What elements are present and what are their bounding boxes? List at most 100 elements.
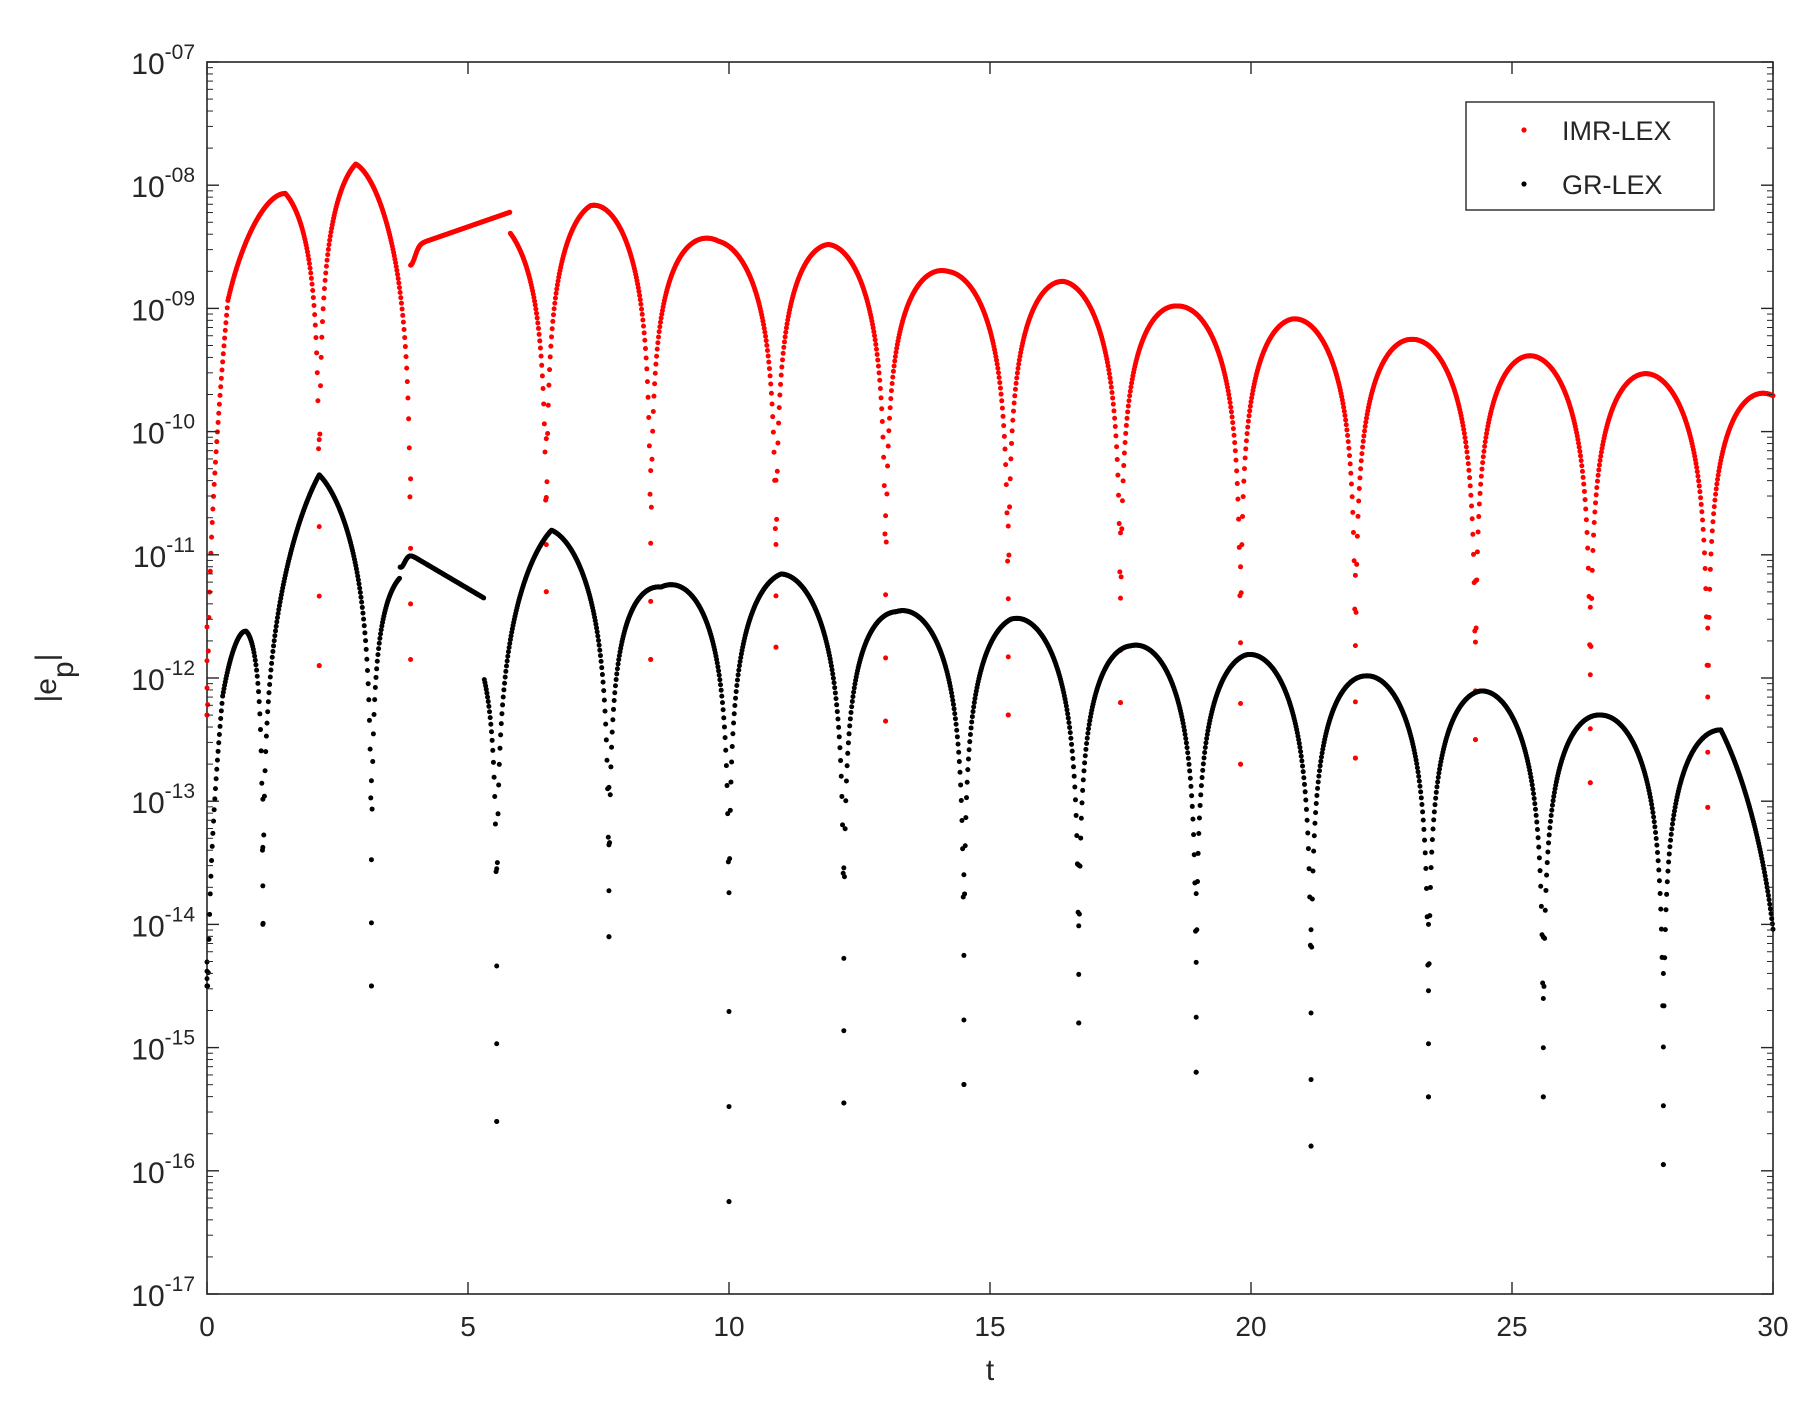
point-imr-lex — [218, 384, 223, 389]
point-gr-lex — [850, 694, 855, 699]
point-imr-lex — [783, 334, 788, 339]
point-gr-lex — [1535, 827, 1540, 832]
point-imr-lex — [1469, 503, 1474, 508]
point-gr-lex — [1669, 832, 1674, 837]
point-imr-lex — [400, 313, 405, 318]
point-gr-lex — [1070, 756, 1075, 761]
point-imr-lex — [1359, 451, 1364, 456]
point-imr-lex — [651, 409, 656, 414]
point-gr-lex — [832, 685, 837, 690]
point-gr-lex — [1184, 740, 1189, 745]
point-gr-lex — [489, 729, 494, 734]
point-imr-lex — [315, 398, 320, 403]
point-gr-lex — [1546, 840, 1551, 845]
point-gr-lex — [608, 764, 613, 769]
point-gr-lex — [1298, 749, 1303, 754]
point-gr-lex — [599, 665, 604, 670]
point-imr-lex — [1005, 559, 1010, 564]
point-imr-lex — [877, 370, 882, 375]
point-imr-lex — [770, 402, 775, 407]
point-gr-lex — [265, 721, 270, 726]
point-gr-lex — [500, 702, 505, 707]
point-imr-lex — [1124, 423, 1129, 428]
dip-point-gr-lex — [1661, 1162, 1666, 1167]
point-imr-lex — [1120, 498, 1125, 503]
point-gr-lex — [1769, 916, 1774, 921]
point-imr-lex — [322, 286, 327, 291]
point-imr-lex — [1246, 419, 1251, 424]
point-imr-lex — [1107, 371, 1112, 376]
point-gr-lex — [954, 728, 959, 733]
dip-point-imr-lex — [408, 657, 413, 662]
point-gr-lex — [1297, 745, 1302, 750]
point-gr-lex — [847, 723, 852, 728]
point-gr-lex — [1188, 784, 1193, 789]
point-gr-lex — [374, 675, 379, 680]
point-gr-lex — [1767, 897, 1772, 902]
point-imr-lex — [1114, 444, 1119, 449]
point-gr-lex — [1650, 806, 1655, 811]
point-imr-lex — [535, 315, 540, 320]
point-gr-lex — [1543, 888, 1548, 893]
point-gr-lex — [376, 646, 381, 651]
point-gr-lex — [598, 653, 603, 658]
point-imr-lex — [1233, 448, 1238, 453]
point-imr-lex — [995, 366, 1000, 371]
point-gr-lex — [1436, 775, 1441, 780]
dip-point-imr-lex — [883, 655, 888, 660]
point-gr-lex — [603, 722, 608, 727]
point-imr-lex — [783, 330, 788, 335]
dip-point-imr-lex — [773, 478, 778, 483]
point-imr-lex — [884, 540, 889, 545]
point-gr-lex — [1185, 750, 1190, 755]
point-gr-lex — [259, 748, 264, 753]
point-gr-lex — [1073, 797, 1078, 802]
point-imr-lex — [1581, 475, 1586, 480]
point-imr-lex — [1584, 517, 1589, 522]
dip-point-imr-lex — [648, 541, 653, 546]
point-imr-lex — [1121, 478, 1126, 483]
dip-point-gr-lex — [727, 1009, 732, 1014]
point-gr-lex — [956, 750, 961, 755]
point-gr-lex — [368, 795, 373, 800]
dip-point-gr-lex — [260, 797, 265, 802]
point-gr-lex — [219, 708, 224, 713]
point-gr-lex — [849, 710, 854, 715]
point-gr-lex — [1431, 817, 1436, 822]
point-imr-lex — [1123, 431, 1128, 436]
point-imr-lex — [1245, 425, 1250, 430]
point-imr-lex — [877, 378, 882, 383]
dip-point-gr-lex — [1541, 935, 1546, 940]
point-imr-lex — [533, 306, 538, 311]
dip-point-imr-lex — [408, 601, 413, 606]
point-gr-lex — [1203, 740, 1208, 745]
point-imr-lex — [779, 373, 784, 378]
point-gr-lex — [269, 661, 274, 666]
point-imr-lex — [1345, 433, 1350, 438]
point-gr-lex — [1433, 802, 1438, 807]
point-imr-lex — [1357, 475, 1362, 480]
point-gr-lex — [496, 811, 501, 816]
point-gr-lex — [1432, 809, 1437, 814]
point-imr-lex — [1462, 431, 1467, 436]
dip-point-imr-lex — [205, 624, 210, 629]
point-gr-lex — [728, 808, 733, 813]
point-imr-lex — [1707, 615, 1712, 620]
point-gr-lex — [486, 704, 491, 709]
point-gr-lex — [499, 721, 504, 726]
dip-point-gr-lex — [260, 883, 265, 888]
point-gr-lex — [272, 633, 277, 638]
point-gr-lex — [844, 779, 849, 784]
point-gr-lex — [362, 630, 367, 635]
point-imr-lex — [323, 278, 328, 283]
point-gr-lex — [830, 671, 835, 676]
point-gr-lex — [1083, 753, 1088, 758]
point-gr-lex — [834, 696, 839, 701]
point-gr-lex — [1199, 783, 1204, 788]
point-imr-lex — [1243, 446, 1248, 451]
point-imr-lex — [319, 335, 324, 340]
point-imr-lex — [1123, 440, 1128, 445]
point-imr-lex — [308, 266, 313, 271]
point-gr-lex — [601, 688, 606, 693]
point-imr-lex — [1594, 492, 1599, 497]
